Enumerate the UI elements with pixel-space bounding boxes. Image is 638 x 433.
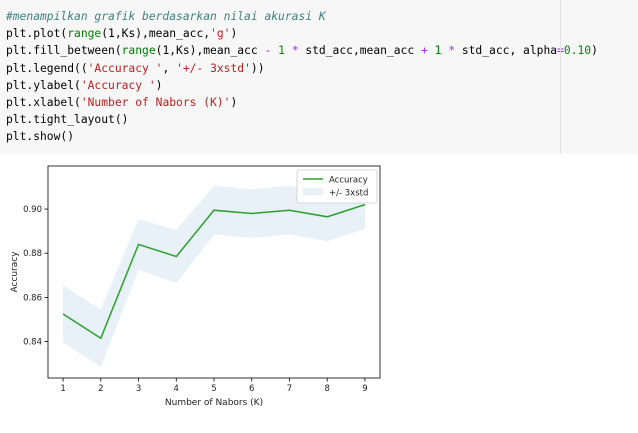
x-tick-label: 4 — [174, 384, 179, 394]
code-line: plt.fill_between(range(1,Ks),mean_acc - … — [6, 42, 598, 59]
code-line: plt.tight_layout() — [6, 111, 598, 128]
code-token: plt.show() — [6, 130, 74, 143]
code-token: (1,Ks),mean_acc, — [101, 27, 210, 40]
x-tick-label: 3 — [136, 384, 141, 394]
output-area: 1 2 3 4 5 6 7 8 9 0.84 0.86 0.88 0.90 Number of Nab… — [0, 154, 638, 429]
code-line: plt.show() — [6, 128, 598, 145]
code-token: 0.10 — [564, 44, 591, 57]
code-token: #menampilkan grafik berdasarkan nilai ak… — [6, 10, 326, 23]
code-token: ) — [230, 27, 237, 40]
legend-accuracy-label: Accuracy — [329, 176, 368, 186]
code-token: 1 — [278, 44, 285, 57]
accuracy-chart: 1 2 3 4 5 6 7 8 9 0.84 0.86 0.88 0.90 Number of Nab… — [0, 154, 638, 429]
code-line: plt.ylabel('Accuracy ') — [6, 77, 598, 94]
y-tick-label: 0.86 — [23, 293, 42, 303]
code-token: * — [292, 44, 299, 57]
x-tick-label: 2 — [98, 384, 103, 394]
code-line: plt.xlabel('Number of Nabors (K)') — [6, 94, 598, 111]
cell-divider — [560, 0, 561, 154]
code-token: + — [421, 44, 428, 57]
code-token: plt.tight_layout() — [6, 113, 128, 126]
code-token: std_acc,mean_acc — [299, 44, 421, 57]
code-token: std_acc, alpha — [455, 44, 557, 57]
code-token: 'g' — [210, 27, 230, 40]
code-editor[interactable]: #menampilkan grafik berdasarkan nilai ak… — [6, 8, 598, 146]
code-token: plt.ylabel( — [6, 79, 81, 92]
code-token: 'Number of Nabors (K)' — [81, 96, 231, 109]
y-tick-label: 0.88 — [23, 249, 42, 259]
legend-band-label: +/- 3xstd — [329, 189, 368, 199]
code-token: * — [448, 44, 455, 57]
code-token: '+/- 3xstd' — [176, 62, 251, 75]
x-tick-label: 9 — [362, 384, 367, 394]
code-token: 'Accuracy ' — [81, 79, 156, 92]
code-token: )) — [251, 62, 265, 75]
code-token: (1,Ks),mean_acc — [156, 44, 265, 57]
code-token — [285, 44, 292, 57]
code-token: 'Accuracy ' — [88, 62, 163, 75]
x-axis-label: Number of Nabors (K) — [165, 398, 263, 408]
code-token: ) — [156, 79, 163, 92]
y-axis-label: Accuracy — [10, 251, 20, 293]
code-token: ) — [591, 44, 598, 57]
y-tick-label: 0.90 — [23, 205, 42, 215]
x-tick-label: 1 — [60, 384, 65, 394]
code-cell[interactable]: #menampilkan grafik berdasarkan nilai ak… — [0, 0, 638, 154]
y-tick-label: 0.84 — [23, 338, 42, 348]
code-token: plt.legend(( — [6, 62, 88, 75]
code-token: , — [162, 62, 176, 75]
code-token: range — [67, 27, 101, 40]
code-token: plt.xlabel( — [6, 96, 81, 109]
x-tick-label: 6 — [249, 384, 254, 394]
code-token: plt.fill_between( — [6, 44, 122, 57]
code-line: plt.plot(range(1,Ks),mean_acc,'g') — [6, 25, 598, 42]
code-line: plt.legend(('Accuracy ', '+/- 3xstd')) — [6, 60, 598, 77]
legend: Accuracy +/- 3xstd — [297, 170, 377, 203]
x-tick-label: 8 — [324, 384, 329, 394]
code-token — [428, 44, 435, 57]
x-tick-label: 7 — [287, 384, 292, 394]
code-line: #menampilkan grafik berdasarkan nilai ak… — [6, 8, 598, 25]
code-token: plt.plot( — [6, 27, 67, 40]
legend-band-swatch — [303, 188, 323, 195]
code-token: ) — [230, 96, 237, 109]
x-tick-label: 5 — [211, 384, 216, 394]
code-token: range — [122, 44, 156, 57]
